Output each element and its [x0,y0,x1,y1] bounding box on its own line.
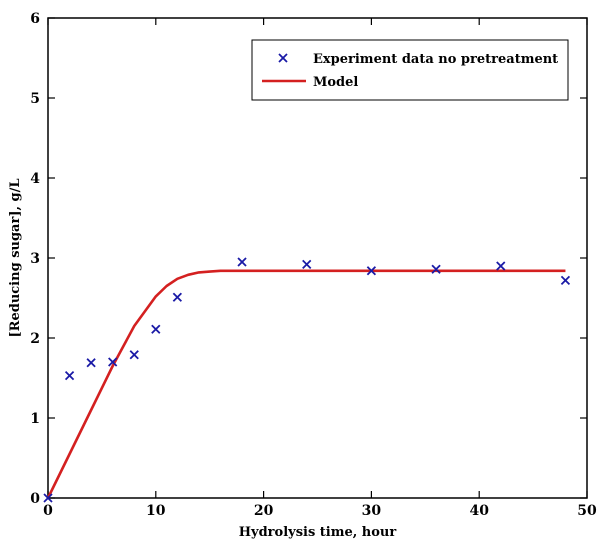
legend-box [251,39,569,101]
data-point [86,358,96,368]
experiment-series [43,257,571,503]
x-axis-label: Hydrolysis time, hour [239,525,397,540]
data-point [237,257,247,267]
model-line [46,269,566,499]
data-point [64,370,75,381]
y-axis-label: [Reducing sugar], g/L [8,178,23,337]
legend: Experiment data no pretreatment Model [251,39,569,101]
legend-label-model: Model [313,75,358,90]
y-tick-label: 1 [30,411,40,427]
data-point [151,324,161,334]
data-point [366,266,377,276]
y-tick-label: 4 [30,171,40,187]
data-point [108,357,118,367]
data-point [496,261,506,271]
x-tick-label: 10 [146,503,166,519]
legend-label-experiment: Experiment data no pretreatment [313,52,558,67]
data-point [302,259,312,270]
data-point [560,275,571,286]
y-tick-label: 2 [30,331,40,347]
y-tick-label: 5 [30,91,40,107]
data-point [431,264,441,274]
data-point [129,350,139,360]
x-tick-label: 0 [43,503,53,519]
x-tick-label: 40 [469,503,489,519]
x-tick-label: 30 [362,503,382,519]
x-tick-label: 50 [577,503,597,519]
y-tick-label: 6 [30,11,40,27]
data-point [43,493,53,503]
y-tick-label: 0 [30,491,40,507]
y-axis: 0 1 2 3 4 5 6 [30,11,587,507]
model-series [46,269,566,499]
x-tick-label: 20 [254,503,274,519]
x-axis: 0 10 20 30 40 50 [43,18,597,519]
legend-marker-experiment [278,53,288,63]
data-point [172,292,182,302]
y-tick-label: 3 [30,251,40,267]
